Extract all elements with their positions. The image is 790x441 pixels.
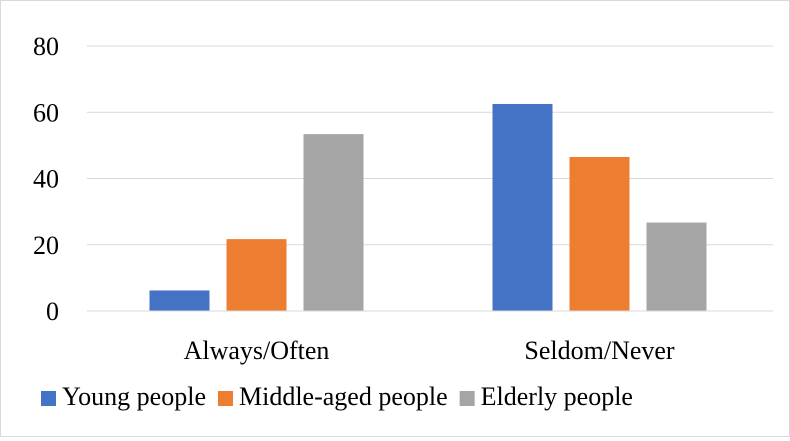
- bars: [149, 103, 707, 311]
- bar-elderly-people-1: [646, 222, 707, 311]
- gridlines: [87, 45, 773, 246]
- legend-swatch: [217, 391, 233, 406]
- legend-item-elderly-people[interactable]: Elderly people: [459, 382, 633, 411]
- legend-label: Young people: [62, 382, 206, 411]
- bar-middle-aged-people-0: [226, 239, 287, 311]
- legend-item-middle-aged-people[interactable]: Middle-aged people: [217, 382, 448, 411]
- category-label: Seldom/Never: [524, 336, 675, 365]
- y-tick-label: 20: [33, 231, 59, 260]
- y-tick-label: 60: [33, 98, 59, 127]
- legend: Young people Middle-aged people Elderly pe…: [41, 382, 633, 411]
- legend-label: Middle-aged people: [239, 382, 448, 411]
- bar-middle-aged-people-1: [569, 156, 630, 311]
- y-tick-label: 80: [33, 32, 59, 61]
- category-label: Always/Often: [184, 336, 330, 365]
- category-labels: Always/Often Seldom/Never: [184, 336, 675, 365]
- legend-label: Elderly people: [481, 382, 633, 411]
- y-axis-ticks: 0 20 40 60 80: [33, 32, 59, 326]
- bar-young-people-0: [149, 290, 210, 311]
- legend-item-young-people[interactable]: Young people: [41, 382, 206, 411]
- bar-young-people-1: [492, 103, 553, 311]
- legend-swatch: [41, 391, 56, 406]
- legend-swatch: [459, 391, 475, 406]
- y-tick-label: 40: [33, 165, 59, 194]
- bar-elderly-people-0: [303, 134, 364, 311]
- y-tick-label: 0: [46, 297, 59, 326]
